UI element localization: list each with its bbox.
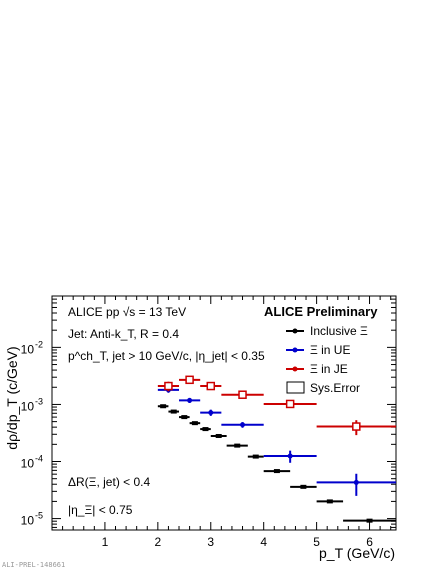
y-tick-exponent: -3	[35, 396, 43, 406]
y-tick-exponent: -4	[35, 454, 43, 464]
legend-label-ue: Ξ in UE	[310, 343, 350, 357]
axis-ticks: 1 2 3 4 5 610-510-410-310-2	[21, 296, 396, 549]
legend-label-je: Ξ in JE	[310, 362, 348, 376]
data-point	[300, 484, 307, 489]
data-point	[160, 404, 167, 409]
data-point	[353, 479, 359, 485]
data-point	[352, 422, 361, 431]
data-point	[170, 409, 177, 414]
legend-marker-syserror	[286, 381, 305, 394]
watermark: ALI-PREL-148661	[2, 561, 65, 569]
data-point	[164, 381, 173, 391]
annotation-deltaR: ΔR(Ξ, jet) < 0.4	[68, 475, 150, 489]
chart-title: ALICE Preliminary	[264, 304, 378, 319]
y-tick-exponent: -5	[35, 511, 43, 521]
annotation-collision: ALICE pp √s = 13 TeV	[68, 305, 186, 319]
annotation-jet-cut: p^ch_T, jet > 10 GeV/c, |η_jet| < 0.35	[68, 349, 265, 363]
series-0	[157, 404, 396, 523]
data-point	[252, 454, 259, 459]
y-tick-label: 10	[21, 399, 35, 413]
annotation-jet-algo: Jet: Anti-k_T, R = 0.4	[68, 327, 179, 341]
data-point	[191, 421, 198, 426]
y-axis-title: dρ/dp_T (c/GeV)	[4, 346, 20, 449]
y-tick-exponent: -2	[35, 339, 43, 349]
legend-marker-inclusive	[292, 328, 298, 334]
data-point	[187, 397, 193, 403]
data-point	[238, 390, 247, 399]
y-tick-label: 10	[21, 457, 35, 471]
data-point	[206, 381, 216, 391]
data-point	[366, 518, 373, 523]
legend-marker-ue	[292, 347, 298, 353]
data-point	[181, 415, 188, 420]
x-tick-label: 1	[102, 535, 109, 549]
legend-entry-inclusive: Inclusive Ξ	[286, 324, 368, 338]
x-tick-label: 2	[155, 535, 162, 549]
legend-entry-ue: Ξ in UE	[286, 343, 350, 357]
legend-entry-syserror: Sys.Error	[286, 381, 360, 395]
series-2	[157, 375, 396, 436]
x-tick-label: 5	[313, 535, 320, 549]
series-layer	[157, 375, 396, 523]
y-tick-label: 10	[21, 342, 35, 356]
data-point	[287, 453, 293, 459]
x-tick-label: 6	[366, 535, 373, 549]
data-point	[185, 375, 194, 385]
x-tick-label: 4	[260, 535, 267, 549]
data-point	[273, 469, 280, 474]
legend-entry-je: Ξ in JE	[286, 362, 348, 376]
y-tick-label: 10	[21, 514, 35, 528]
legend: Inclusive Ξ Ξ in UE Ξ in JE Sys.Error	[286, 324, 368, 395]
data-point	[208, 410, 214, 416]
data-point	[326, 499, 333, 504]
legend-label-syserror: Sys.Error	[310, 381, 360, 395]
data-point	[202, 427, 209, 432]
data-point	[234, 443, 241, 448]
series-1	[157, 387, 396, 496]
x-tick-label: 3	[207, 535, 214, 549]
legend-marker-je	[292, 366, 298, 372]
legend-label-inclusive: Inclusive Ξ	[310, 324, 368, 338]
data-point	[215, 433, 222, 438]
x-axis-title: p_T (GeV/c)	[319, 545, 395, 561]
data-point	[240, 422, 246, 428]
annotation-eta-xi: |η_Ξ| < 0.75	[68, 503, 133, 517]
data-point	[285, 399, 295, 409]
